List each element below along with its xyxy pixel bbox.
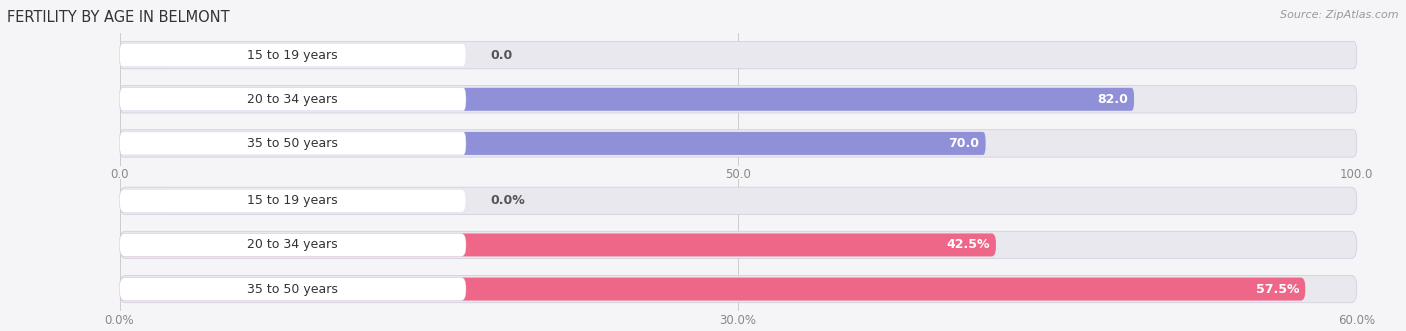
Text: 35 to 50 years: 35 to 50 years	[247, 137, 339, 150]
FancyBboxPatch shape	[120, 231, 1357, 259]
FancyBboxPatch shape	[120, 233, 465, 257]
Text: 20 to 34 years: 20 to 34 years	[247, 238, 337, 252]
FancyBboxPatch shape	[120, 88, 1135, 111]
FancyBboxPatch shape	[120, 132, 986, 155]
FancyBboxPatch shape	[120, 189, 169, 212]
Text: 15 to 19 years: 15 to 19 years	[247, 194, 337, 207]
Text: 70.0: 70.0	[949, 137, 980, 150]
FancyBboxPatch shape	[120, 278, 465, 301]
Text: 15 to 19 years: 15 to 19 years	[247, 49, 337, 62]
FancyBboxPatch shape	[120, 86, 1357, 113]
Text: 82.0: 82.0	[1097, 93, 1128, 106]
Text: 0.0: 0.0	[491, 49, 513, 62]
Text: 0.0%: 0.0%	[491, 194, 526, 207]
FancyBboxPatch shape	[120, 233, 995, 257]
FancyBboxPatch shape	[120, 189, 465, 212]
Text: FERTILITY BY AGE IN BELMONT: FERTILITY BY AGE IN BELMONT	[7, 10, 229, 25]
FancyBboxPatch shape	[120, 275, 1357, 303]
FancyBboxPatch shape	[120, 41, 1357, 69]
FancyBboxPatch shape	[120, 44, 169, 67]
Text: 42.5%: 42.5%	[946, 238, 990, 252]
FancyBboxPatch shape	[120, 278, 1305, 301]
FancyBboxPatch shape	[120, 130, 1357, 157]
FancyBboxPatch shape	[120, 132, 465, 155]
FancyBboxPatch shape	[120, 44, 465, 67]
FancyBboxPatch shape	[120, 88, 465, 111]
FancyBboxPatch shape	[120, 187, 1357, 214]
Text: Source: ZipAtlas.com: Source: ZipAtlas.com	[1281, 10, 1399, 20]
Text: 20 to 34 years: 20 to 34 years	[247, 93, 337, 106]
Text: 35 to 50 years: 35 to 50 years	[247, 283, 339, 296]
Text: 57.5%: 57.5%	[1256, 283, 1299, 296]
